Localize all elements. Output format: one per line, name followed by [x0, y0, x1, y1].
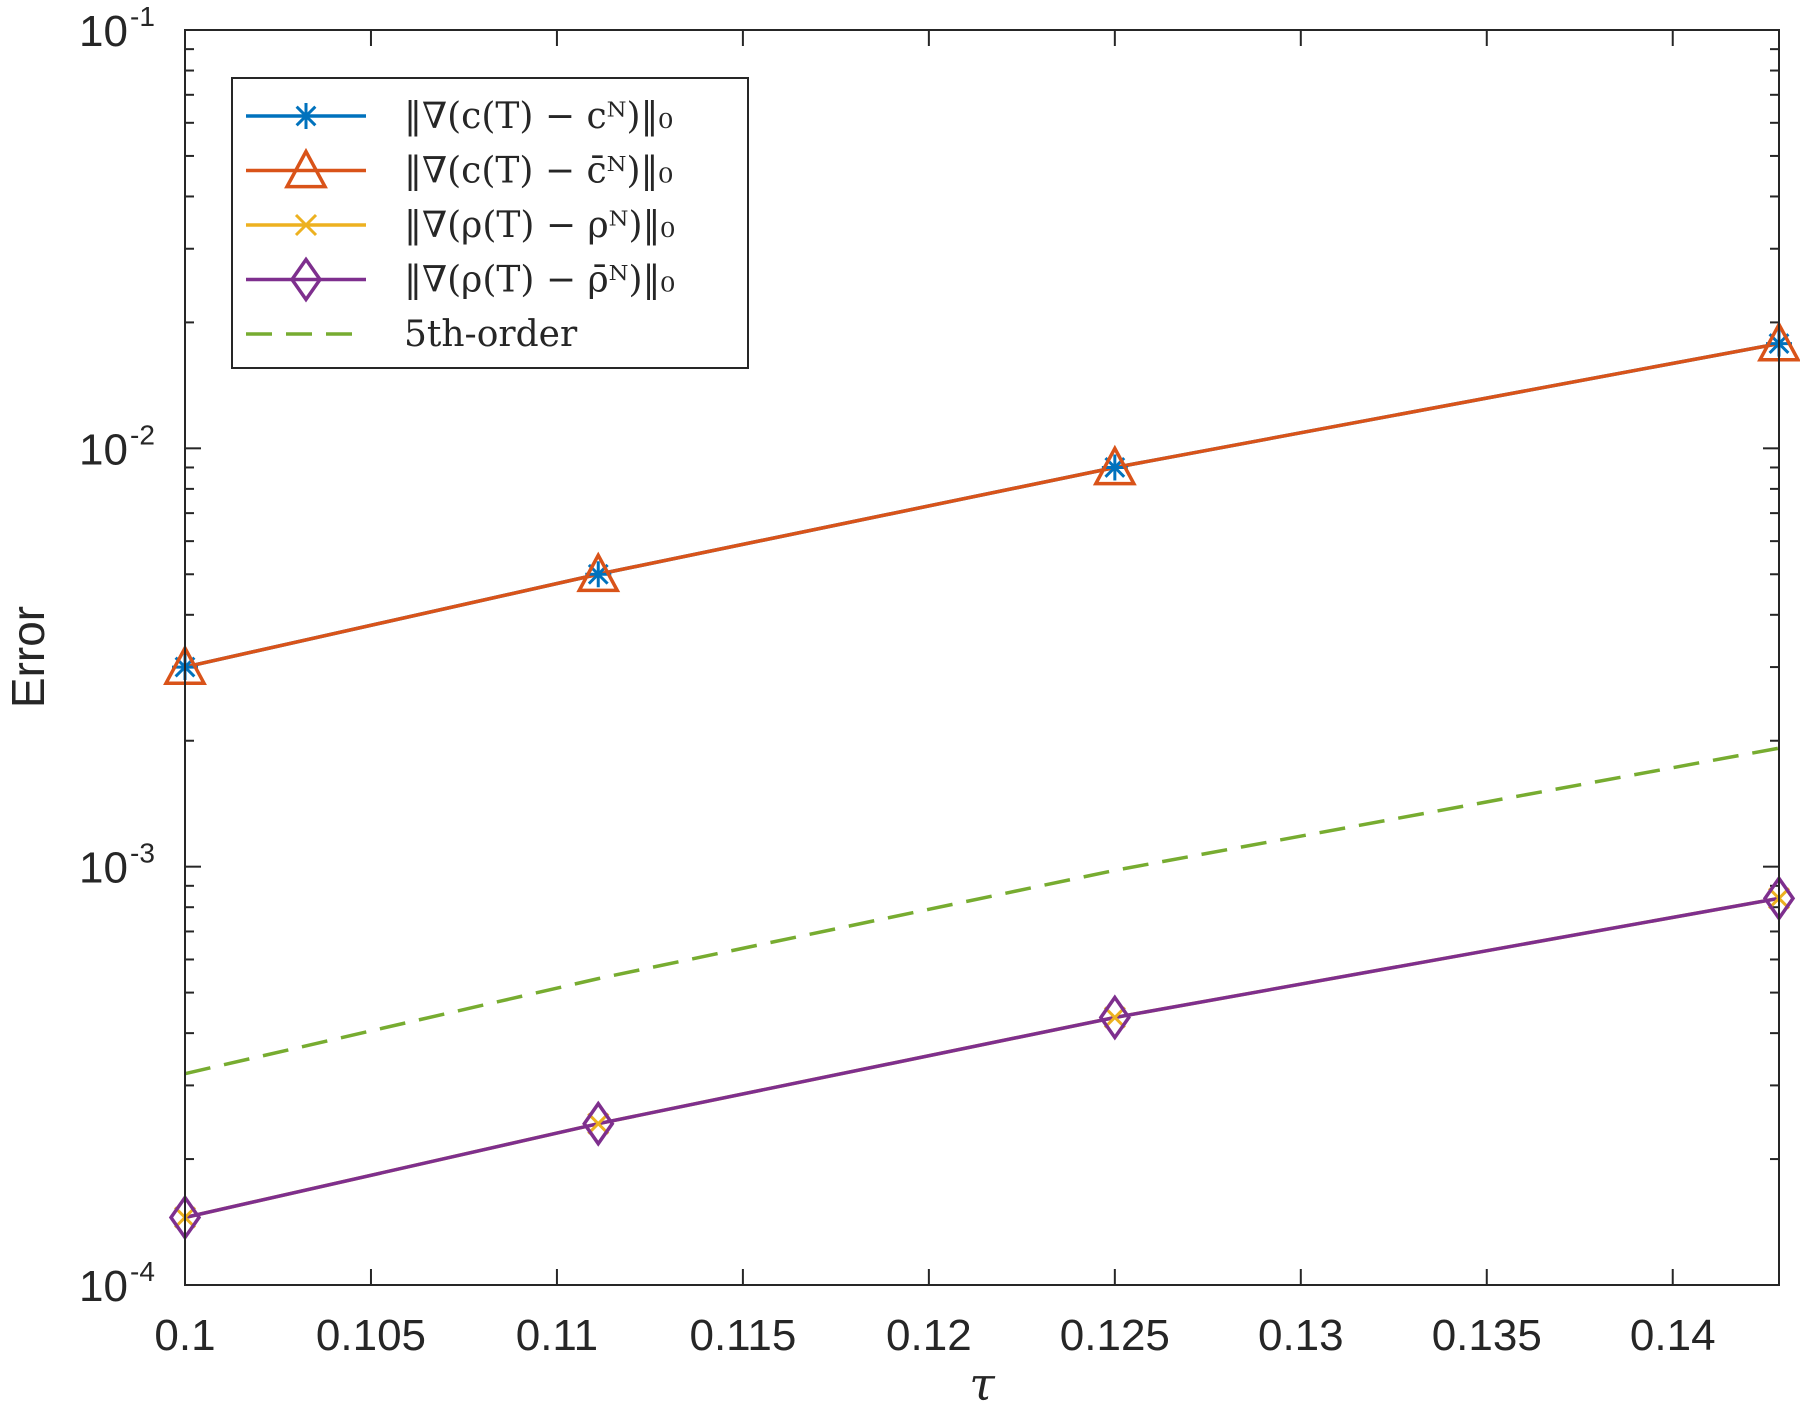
y-tick-exponent: -1	[130, 1, 155, 32]
data-point	[582, 1100, 615, 1147]
legend-marker	[284, 147, 328, 189]
x-tick-label: 0.13	[1258, 1311, 1344, 1360]
legend-marker	[293, 103, 319, 129]
legend-label: ‖∇(ρ(T) − ρᴺ)‖₀	[404, 205, 675, 246]
y-tick-base: 10	[79, 844, 128, 893]
x-tick-label: 0.11	[516, 1311, 598, 1360]
y-tick-exponent: -4	[130, 1256, 155, 1287]
legend-marker	[294, 213, 318, 237]
series-line	[184, 746, 1780, 1076]
legend-label: ‖∇(c(T) − c̄ᴺ)‖₀	[404, 151, 673, 192]
y-tick-base: 10	[79, 7, 128, 56]
marker-stroke	[587, 1112, 610, 1135]
data-point	[1103, 1006, 1126, 1029]
x-tick-label: 0.1	[154, 1311, 215, 1360]
data-point	[576, 551, 621, 593]
y-tick-exponent: -3	[130, 838, 155, 869]
series-line	[184, 341, 1780, 669]
legend-label: ‖∇(c(T) − cᴺ)‖₀	[404, 96, 673, 137]
x-tick-label: 0.14	[1630, 1311, 1716, 1360]
series-line	[184, 896, 1780, 1220]
tick-labels: 0.1 0.105 0.11 0.115 0.12 0.125 0.13 0.135 0.14 1…	[79, 1, 1716, 1360]
plot-frame	[184, 29, 1780, 1286]
y-tick-label: 10 -1	[79, 1, 155, 56]
x-tick-label: 0.125	[1060, 1311, 1170, 1360]
legend-label: ‖∇(ρ(T) − ρ̄ᴺ)‖₀	[404, 260, 675, 301]
x-tick-label: 0.115	[689, 1311, 796, 1360]
y-tick-label: 10 -2	[79, 419, 155, 474]
marker-stroke	[1103, 1006, 1126, 1029]
y-tick-exponent: -2	[130, 419, 155, 450]
marker-stroke	[294, 213, 318, 237]
y-tick-label: 10 -3	[79, 838, 155, 893]
data-point	[587, 1112, 610, 1135]
y-tick-base: 10	[79, 1262, 128, 1311]
data-point	[1092, 444, 1137, 486]
x-axis-title: τ	[969, 1357, 996, 1411]
y-tick-label: 10 -4	[79, 1256, 155, 1311]
legend-box	[231, 77, 749, 369]
y-tick-base: 10	[79, 425, 128, 474]
y-axis-title: Error	[2, 606, 54, 708]
marker-stroke	[295, 105, 317, 127]
data-point	[1098, 994, 1131, 1041]
legend-label: 5th-order	[404, 314, 578, 355]
legend: ‖∇(c(T) − cᴺ)‖₀ ‖∇(c(T) − c̄ᴺ)‖₀ ‖∇(ρ(T) −…	[231, 77, 749, 369]
x-tick-label: 0.135	[1432, 1311, 1542, 1360]
x-tick-label: 0.12	[886, 1311, 972, 1360]
legend-marker	[289, 256, 323, 303]
x-tick-label: 0.105	[316, 1311, 426, 1360]
series-lines	[184, 341, 1780, 1220]
